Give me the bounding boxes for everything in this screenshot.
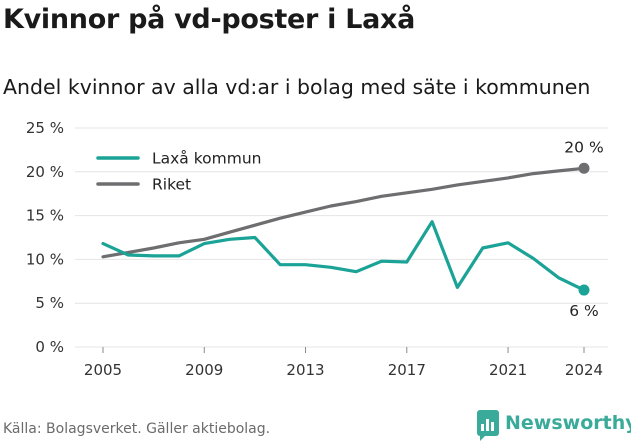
- x-axis-ticks: 2005 2009 2013 2017 2021 2024: [84, 347, 603, 379]
- legend-label: Riket: [152, 176, 191, 194]
- x-tick-label: 2013: [286, 361, 324, 379]
- source-note: Källa: Bolagsverket. Gäller aktiebolag.: [3, 421, 271, 437]
- legend-label: Laxå kommun: [152, 150, 261, 168]
- y-tick-label: 20 %: [26, 163, 64, 181]
- chart-title: Kvinnor på vd-poster i Laxå: [3, 4, 416, 35]
- y-tick-label: 15 %: [26, 207, 64, 225]
- x-tick-label: 2009: [185, 361, 223, 379]
- series-end-point: [578, 284, 590, 296]
- series-lines: 20 % 6 %: [101, 138, 604, 320]
- bar-chart-icon: [477, 410, 499, 441]
- series-end-label: 6 %: [569, 302, 599, 320]
- series-end-label: 20 %: [564, 138, 603, 156]
- x-tick-label: 2017: [388, 361, 426, 379]
- x-tick-label: 2021: [489, 361, 527, 379]
- brand-name: Newsworthy: [505, 412, 631, 434]
- series-end-point: [578, 162, 590, 174]
- grid-lines: [75, 127, 608, 348]
- legend: Laxå kommun Riket: [96, 150, 261, 194]
- chart-subtitle: Andel kvinnor av alla vd:ar i bolag med …: [3, 75, 591, 99]
- line-chart: 0 %5 %10 %15 %20 %25 % 2005 2009 2013 2017 2…: [26, 119, 608, 379]
- y-axis-ticks: 0 % 5 % 10 % 15 % 20 % 25 %: [26, 119, 64, 356]
- x-tick-label: 2005: [84, 361, 122, 379]
- y-tick-label: 10 %: [26, 250, 64, 268]
- y-tick-label: 0 %: [35, 338, 64, 356]
- y-tick-label: 25 %: [26, 119, 64, 137]
- y-tick-label: 5 %: [35, 294, 64, 312]
- series-line-0: [101, 220, 586, 292]
- series-line-1: [101, 166, 586, 259]
- newsworthy-logo[interactable]: Newsworthy: [477, 408, 631, 441]
- x-tick-label: 2024: [565, 361, 603, 379]
